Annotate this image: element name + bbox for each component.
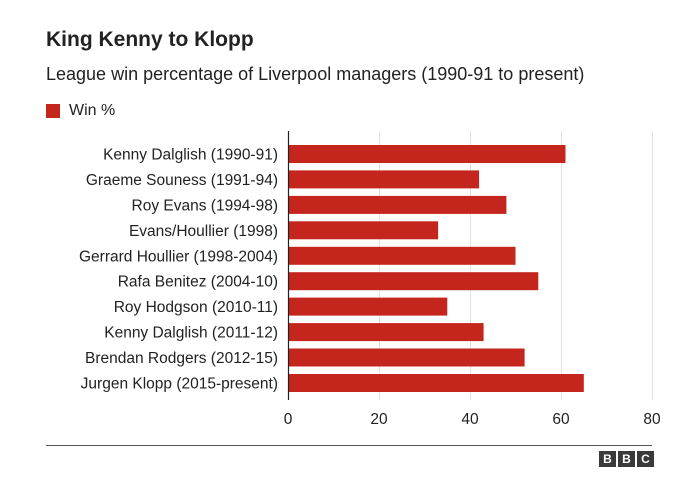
bbc-logo-letter: B [599,451,616,467]
category-label: Brendan Rodgers (2012-15) [85,350,278,367]
bar [288,348,525,367]
chart-subtitle: League win percentage of Liverpool manag… [46,64,585,84]
footer-rule [46,445,652,446]
x-tick-label: 20 [370,411,388,428]
bar [288,297,448,316]
category-label: Jurgen Klopp (2015-present) [81,376,278,393]
category-label: Gerrard Houllier (1998-2004) [79,248,278,265]
legend-label: Win % [69,102,116,119]
chart-legend: Win % [46,102,115,120]
bbc-logo: B B C [599,451,654,467]
category-label: Kenny Dalglish (2011-12) [104,325,278,342]
bar [288,323,484,342]
category-label: Evans/Houllier (1998) [129,223,278,240]
category-label: Roy Hodgson (2010-11) [114,299,278,316]
bbc-logo-letter: B [618,451,635,467]
x-tick-label: 60 [552,411,570,428]
bar-chart: Kenny Dalglish (1990-91) Graeme Souness (… [79,131,661,428]
x-tick-label: 80 [643,411,661,428]
category-label: Kenny Dalglish (1990-91) [103,147,278,164]
bar [288,221,439,240]
bar [288,272,539,291]
category-label: Roy Evans (1994-98) [132,197,278,214]
chart-title: King Kenny to Klopp [46,28,254,51]
bar [288,246,516,265]
bar [288,170,480,189]
bar [288,145,566,163]
bar [288,195,507,214]
category-label: Graeme Souness (1991-94) [86,172,278,189]
bar [288,374,584,392]
x-tick-label: 0 [284,411,293,428]
legend-swatch [46,104,60,118]
category-label: Rafa Benitez (2004-10) [118,274,278,291]
bbc-logo-letter: C [637,451,654,467]
x-tick-label: 40 [461,411,479,428]
